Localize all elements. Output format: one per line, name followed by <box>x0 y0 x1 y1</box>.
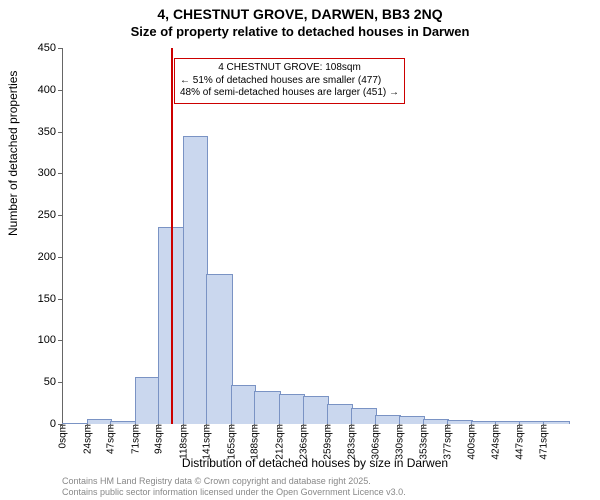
x-tick-mark <box>62 424 63 428</box>
y-tick-mark <box>58 257 62 258</box>
y-tick-mark <box>58 299 62 300</box>
histogram-bar <box>254 391 281 424</box>
x-tick-label: 141sqm <box>200 424 213 460</box>
histogram-bar <box>327 404 354 424</box>
y-tick-mark <box>58 48 62 49</box>
y-axis-line <box>62 48 63 424</box>
histogram-bar <box>447 420 473 424</box>
histogram-bar <box>495 421 521 424</box>
x-tick-label: 353sqm <box>416 424 429 460</box>
histogram-bar <box>87 419 113 424</box>
histogram-bar <box>135 377 161 424</box>
histogram-bar <box>423 419 450 424</box>
histogram-bar <box>375 415 402 424</box>
x-tick-mark <box>543 424 544 428</box>
histogram-bar <box>351 408 377 424</box>
histogram-bar <box>110 421 137 424</box>
footer-line-2: Contains public sector information licen… <box>62 487 406 498</box>
x-tick-mark <box>254 424 255 428</box>
chart-title-main: 4, CHESTNUT GROVE, DARWEN, BB3 2NQ <box>0 6 600 22</box>
x-tick-mark <box>135 424 136 428</box>
x-axis-label: Distribution of detached houses by size … <box>62 456 568 470</box>
histogram-bar <box>62 423 89 424</box>
y-tick-mark <box>58 340 62 341</box>
x-tick-label: 212sqm <box>272 424 285 460</box>
histogram-bar <box>279 394 306 424</box>
x-tick-label: 165sqm <box>224 424 237 460</box>
y-tick-mark <box>58 90 62 91</box>
x-tick-mark <box>231 424 232 428</box>
chart-footer: Contains HM Land Registry data © Crown c… <box>62 476 406 498</box>
x-tick-mark <box>495 424 496 428</box>
x-tick-mark <box>110 424 111 428</box>
x-tick-label: 447sqm <box>512 424 525 460</box>
x-tick-mark <box>183 424 184 428</box>
x-tick-label: 377sqm <box>441 424 454 460</box>
y-tick-mark <box>58 382 62 383</box>
annotation-box: 4 CHESTNUT GROVE: 108sqm← 51% of detache… <box>174 58 405 104</box>
x-tick-mark <box>327 424 328 428</box>
x-tick-mark <box>206 424 207 428</box>
histogram-bar <box>519 421 546 424</box>
x-tick-mark <box>279 424 280 428</box>
x-tick-label: 259sqm <box>320 424 333 460</box>
x-tick-label: 47sqm <box>104 424 117 454</box>
x-tick-mark <box>303 424 304 428</box>
y-axis-label: Number of detached properties <box>6 71 20 236</box>
annotation-line-2: ← 51% of detached houses are smaller (47… <box>180 75 399 88</box>
x-tick-label: 330sqm <box>393 424 406 460</box>
x-tick-mark <box>519 424 520 428</box>
y-tick-mark <box>58 173 62 174</box>
x-tick-label: 471sqm <box>537 424 550 460</box>
x-tick-mark <box>423 424 424 428</box>
histogram-bar <box>206 274 233 424</box>
x-tick-mark <box>375 424 376 428</box>
histogram-bar <box>183 136 209 424</box>
x-tick-label: 188sqm <box>248 424 261 460</box>
y-tick-mark <box>58 132 62 133</box>
footer-line-1: Contains HM Land Registry data © Crown c… <box>62 476 406 487</box>
x-tick-mark <box>447 424 448 428</box>
x-tick-label: 400sqm <box>464 424 477 460</box>
x-tick-label: 283sqm <box>345 424 358 460</box>
x-tick-label: 236sqm <box>297 424 310 460</box>
x-tick-label: 24sqm <box>80 424 93 454</box>
annotation-line-3: 48% of semi-detached houses are larger (… <box>180 87 399 100</box>
histogram-bar <box>399 416 425 424</box>
x-tick-mark <box>399 424 400 428</box>
histogram-chart: 4, CHESTNUT GROVE, DARWEN, BB3 2NQ Size … <box>0 0 600 500</box>
x-tick-label: 118sqm <box>176 424 189 459</box>
histogram-bar <box>471 421 498 425</box>
plot-area: 0501001502002503003504004500sqm24sqm47sq… <box>62 48 568 424</box>
x-tick-label: 71sqm <box>128 424 141 454</box>
y-tick-mark <box>58 215 62 216</box>
x-tick-label: 94sqm <box>152 424 165 454</box>
histogram-bar <box>543 421 570 424</box>
annotation-line-1: 4 CHESTNUT GROVE: 108sqm <box>180 62 399 75</box>
x-tick-label: 306sqm <box>368 424 381 460</box>
x-tick-mark <box>351 424 352 428</box>
x-tick-mark <box>471 424 472 428</box>
chart-title-sub: Size of property relative to detached ho… <box>0 24 600 39</box>
property-marker-line <box>171 48 173 424</box>
x-tick-label: 424sqm <box>489 424 502 460</box>
histogram-bar <box>303 396 329 424</box>
x-tick-mark <box>158 424 159 428</box>
histogram-bar <box>231 385 257 424</box>
x-tick-mark <box>87 424 88 428</box>
